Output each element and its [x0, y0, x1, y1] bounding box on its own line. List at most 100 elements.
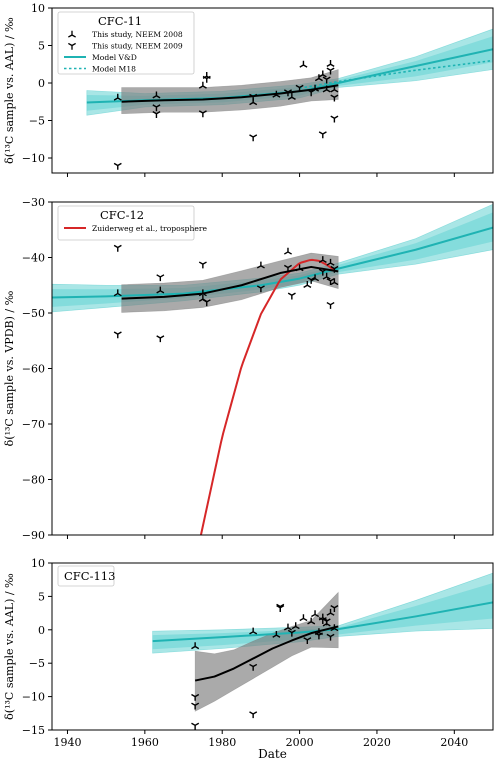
point-neem-2008: [299, 60, 308, 68]
legend-cfc12: CFC-12 Zuiderweg et al., troposphere: [57, 205, 207, 241]
point-neem-2009: [322, 618, 331, 626]
legend-cfc113: CFC-113: [57, 565, 115, 587]
fit-line: [121, 84, 339, 103]
point-neem-2009: [307, 276, 316, 284]
point-neem-2008: [326, 258, 335, 266]
xlabel: Date: [258, 747, 287, 761]
point-neem-2008: [330, 624, 339, 632]
y-tick-label: 10: [31, 557, 45, 570]
point-neem-2009: [152, 111, 161, 118]
point-neem-2009: [330, 115, 339, 123]
fit-line: [194, 625, 339, 682]
point-neem-2009: [249, 663, 258, 671]
point-neem-2009: [152, 104, 161, 112]
point-neem-2009: [113, 331, 122, 339]
point-neem-2009: [283, 264, 292, 272]
point-neem-2008: [152, 91, 161, 99]
point-neem-2009: [326, 67, 335, 75]
point-neem-2009: [249, 93, 258, 101]
y-tick-label: −40: [22, 252, 45, 265]
point-neem-2008: [272, 90, 281, 98]
point-neem-2008: [113, 289, 122, 297]
y-tick-label: −30: [22, 196, 45, 209]
point-neem-2009: [276, 605, 285, 612]
point-neem-2008: [198, 289, 207, 297]
point-neem-2008: [283, 247, 292, 255]
point-neem-2009: [287, 292, 296, 300]
point-neem-2009: [303, 637, 312, 645]
point-neem-2009: [283, 89, 292, 97]
title-cfc11: CFC-11: [98, 14, 142, 28]
point-neem-2008: [113, 93, 122, 101]
y-tick-label: −5: [29, 657, 45, 670]
y-tick-label: −70: [22, 418, 45, 431]
point-neem-2008: [303, 281, 312, 288]
fit-line: [121, 265, 339, 300]
y-tick-label: −60: [22, 363, 45, 376]
point-neem-2009: [249, 711, 258, 719]
point-neem-2008: [249, 627, 258, 635]
ylabel-cfc11: δ(¹³C sample vs. AAL) / ‰: [3, 17, 16, 164]
point-neem-2009: [198, 110, 207, 118]
y-tick-label: −50: [22, 307, 45, 320]
point-neem-2008: [322, 272, 331, 280]
fit-uncertainty-band: [121, 252, 339, 313]
point-neem-2009: [287, 629, 296, 637]
title-cfc113: CFC-113: [64, 569, 115, 583]
y-tick-label: −15: [22, 724, 45, 737]
panel-cfc11: −10 −5 0 5 10 δ(¹³C sample vs. AAL) / ‰ CFC-…: [3, 2, 494, 177]
point-neem-2008: [326, 608, 335, 616]
legend-label: Model M18: [92, 65, 136, 74]
model-m18-line: [299, 59, 493, 90]
point-neem-2008: [307, 617, 316, 625]
axes-frame-cfc113: [51, 562, 494, 731]
y-tick-label: −90: [22, 529, 45, 542]
x-tick-label: 2020: [363, 736, 391, 749]
point-neem-2009: [256, 285, 265, 293]
point-neem-2008: [322, 85, 331, 93]
point-neem-2009: [113, 162, 122, 170]
y-tick-label: 5: [38, 590, 45, 603]
point-neem-2008: [326, 60, 335, 67]
point-neem-2009: [191, 722, 200, 730]
y-tick-label: 0: [38, 77, 45, 90]
point-neem-2009: [307, 89, 316, 97]
point-neem-2009: [318, 268, 327, 276]
point-neem-2009: [330, 94, 339, 102]
point-neem-2009: [156, 274, 165, 282]
y-tick-label: −5: [29, 115, 45, 128]
point-neem-2008: [198, 81, 207, 89]
point-neem-2008: [318, 256, 327, 263]
model-uncertainty-band-inner: [152, 582, 493, 650]
legend-marker-down: [68, 42, 76, 50]
title-cfc12: CFC-12: [100, 208, 144, 222]
legend-label: This study, NEEM 2008: [92, 30, 183, 39]
point-neem-2009: [322, 76, 331, 84]
y-tick-label: 10: [31, 2, 45, 15]
x-tick-label: 1980: [208, 736, 236, 749]
ylabel-cfc12: δ(¹³C sample vs. VPDB) / ‰: [3, 290, 16, 446]
legend-label: Zuiderweg et al., troposphere: [92, 224, 207, 233]
point-neem-2009: [156, 335, 165, 343]
point-neem-2008: [256, 261, 265, 269]
point-neem-2009: [113, 244, 122, 252]
ylabel-cfc113: δ(¹³C sample vs. AAL) / ‰: [3, 573, 16, 720]
panel-cfc113: −15 −10 −5 0 5 10 1940 1960 1980 2000 2020 2040 δ(…: [3, 557, 494, 749]
panel-cfc12: −90 −80 −70 −60 −50 −40 −30 δ(¹³C sample vs. V…: [3, 196, 494, 542]
y-tick-label: 0: [38, 624, 45, 637]
point-neem-2009: [326, 633, 335, 641]
y-tick-label: −80: [22, 474, 45, 487]
point-neem-2008: [272, 630, 281, 638]
point-neem-2008: [330, 278, 339, 286]
point-neem-2009: [330, 605, 339, 612]
point-neem-2009: [330, 265, 339, 273]
axes-frame-cfc11: [51, 7, 494, 174]
x-tick-label: 2040: [440, 736, 468, 749]
point-neem-2009: [198, 261, 207, 269]
y-tick-label: −10: [22, 152, 45, 165]
point-neem-2009: [191, 702, 200, 710]
point-neem-2009: [318, 131, 327, 139]
x-tick-label: 2000: [286, 736, 314, 749]
point-neem-2009: [326, 278, 335, 286]
